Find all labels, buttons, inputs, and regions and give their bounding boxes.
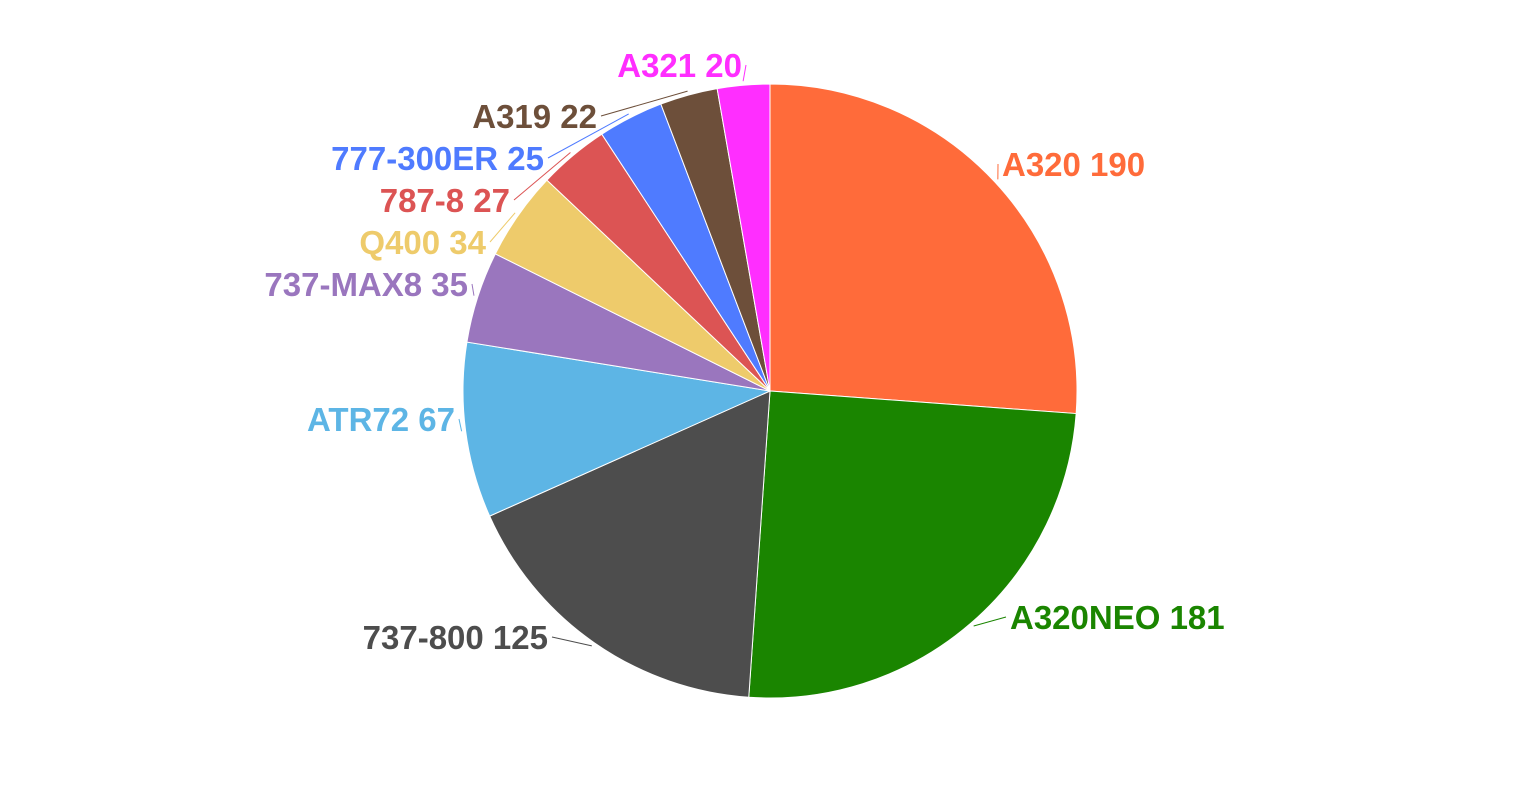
data-label-a320neo: A320NEO 181 bbox=[1010, 599, 1225, 636]
pie-slice-a321 bbox=[716, 83, 771, 392]
leader-line-777-300er bbox=[547, 113, 629, 159]
data-label-737-max8: 737-MAX8 35 bbox=[264, 266, 468, 303]
pie-slice-a320neo bbox=[748, 390, 1077, 699]
data-label-atr72: ATR72 67 bbox=[307, 401, 455, 438]
pie-slice-a320 bbox=[769, 83, 1078, 415]
leader-line-787-8 bbox=[513, 152, 571, 201]
leader-line-atr72 bbox=[458, 418, 463, 432]
leader-line-a319 bbox=[600, 90, 688, 117]
pie-slice-atr72 bbox=[462, 341, 772, 517]
data-label-a321: A321 20 bbox=[617, 47, 742, 84]
leader-line-737-max8 bbox=[471, 283, 475, 296]
leader-line-a321 bbox=[742, 64, 747, 82]
leader-line-q400 bbox=[489, 212, 516, 243]
data-label-777-300er: 777-300ER 25 bbox=[331, 140, 544, 177]
data-label-737-800: 737-800 125 bbox=[363, 619, 548, 656]
data-label-q400: Q400 34 bbox=[359, 224, 486, 261]
leader-line-a320neo bbox=[973, 616, 1007, 627]
data-label-a320: A320 190 bbox=[1002, 146, 1145, 183]
leader-line-737-800 bbox=[551, 636, 592, 647]
data-label-787-8: 787-8 27 bbox=[380, 182, 510, 219]
pie-slice-737-800 bbox=[488, 390, 771, 698]
data-label-a319: A319 22 bbox=[472, 98, 597, 135]
